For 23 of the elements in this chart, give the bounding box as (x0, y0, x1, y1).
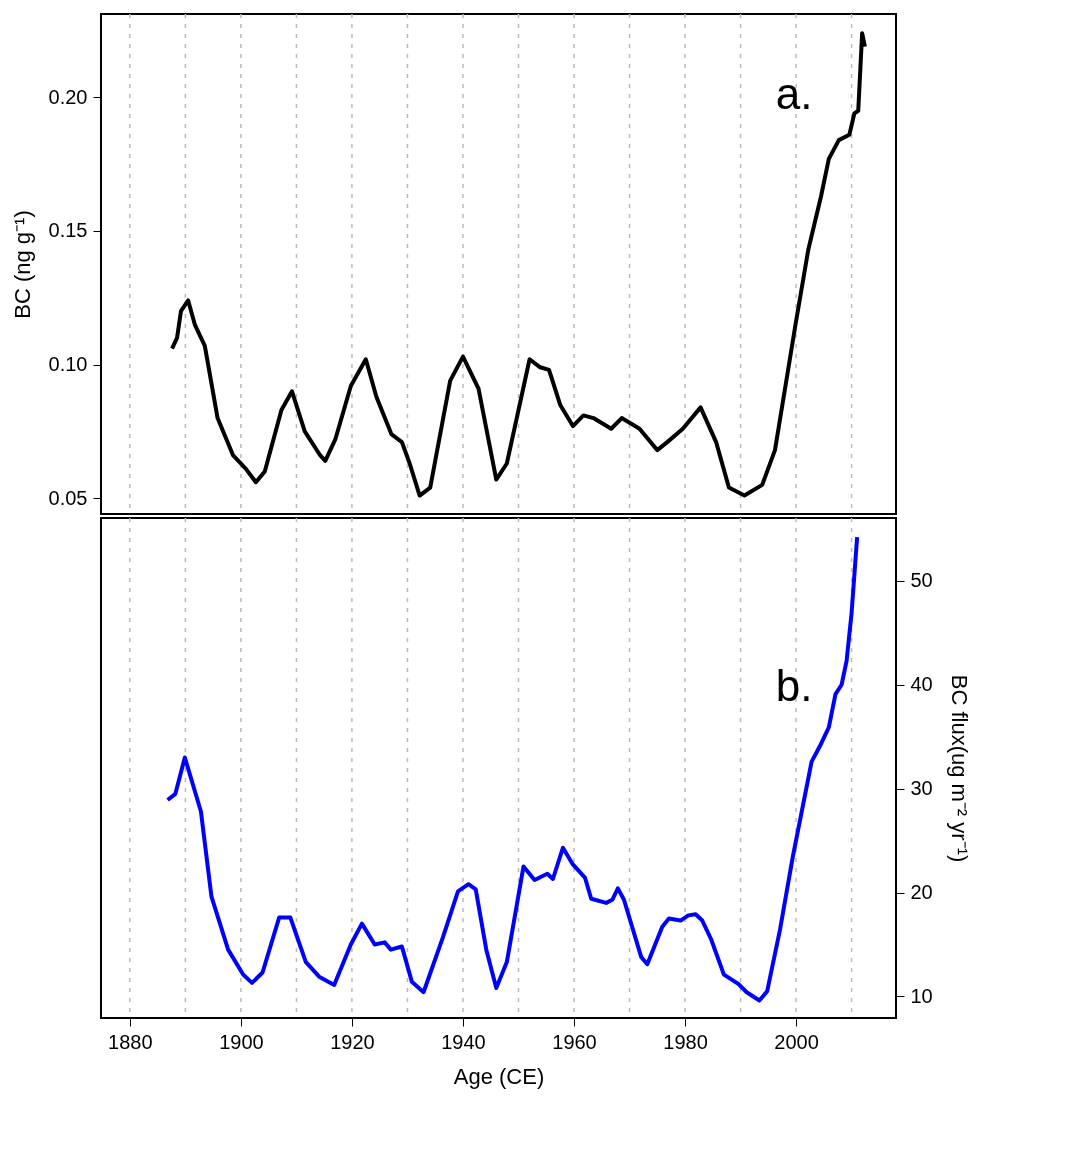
y2-tick-label: 10 (910, 984, 933, 1007)
y-tick-label: 0.05 (48, 486, 88, 509)
annotation: b. (775, 661, 813, 710)
y2-tick-label: 20 (910, 881, 933, 904)
line-series (165, 535, 860, 1003)
line-series (170, 31, 867, 498)
annotation: a. (775, 69, 813, 118)
x-tick-label: 1980 (663, 1030, 708, 1053)
y2-tick-label: 30 (910, 777, 933, 800)
x-tick-label: 1920 (330, 1030, 375, 1053)
x-tick-label: 2000 (774, 1030, 819, 1053)
y2-axis-title: BC flux(ug m⁻² yr⁻¹) (946, 674, 972, 863)
y-tick-label: 0.15 (48, 219, 88, 242)
y2-tick-label: 50 (910, 569, 933, 592)
x-tick-label: 1940 (441, 1030, 486, 1053)
y-tick-label: 0.10 (48, 353, 88, 376)
y-axis-title: BC (ng g⁻¹) (9, 210, 35, 319)
x-tick-label: 1960 (552, 1030, 597, 1053)
x-axis-title: Age (CE) (453, 1063, 545, 1089)
x-tick-label: 1900 (219, 1030, 264, 1053)
y-tick-label: 0.20 (48, 85, 88, 108)
x-tick-label: 1880 (108, 1030, 153, 1053)
y2-tick-label: 40 (910, 673, 933, 696)
